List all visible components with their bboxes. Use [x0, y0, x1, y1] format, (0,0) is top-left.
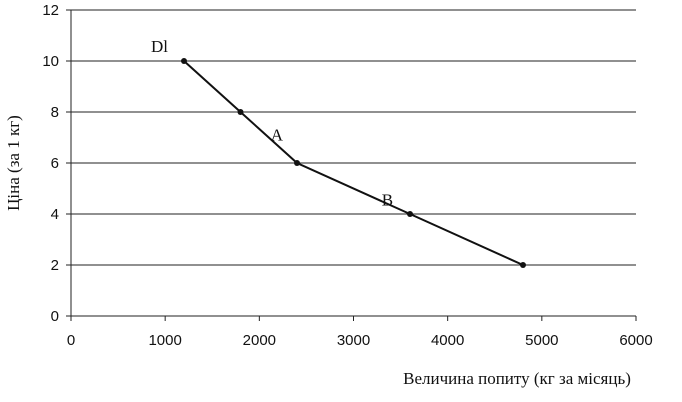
- x-axis-ticks: 0 1000 2000 3000 4000 5000 6000: [67, 316, 653, 349]
- x-tick-label: 2000: [243, 332, 276, 349]
- x-tick-label: 4000: [431, 332, 464, 349]
- gridlines: [71, 9, 636, 266]
- y-tick-label: 4: [51, 206, 59, 223]
- x-tick-label: 5000: [525, 332, 558, 349]
- y-axis-ticks: 0 2 4 6 8 10 12: [42, 2, 71, 325]
- y-tick-label: 8: [51, 104, 59, 121]
- y-tick-label: 6: [51, 155, 59, 172]
- data-point: [181, 58, 187, 64]
- data-point: [294, 160, 300, 166]
- x-tick-label: 1000: [148, 332, 181, 349]
- point-label: A: [271, 126, 284, 145]
- point-label: B: [382, 190, 393, 209]
- y-tick-label: 10: [42, 53, 59, 70]
- data-point: [520, 262, 526, 268]
- y-tick-label: 12: [42, 2, 59, 19]
- series-layer: [181, 58, 526, 268]
- x-tick-label: 6000: [619, 332, 652, 349]
- point-label: Dl: [151, 37, 168, 56]
- x-tick-label: 0: [67, 332, 75, 349]
- data-point: [407, 211, 413, 217]
- x-axis-label: Величина попиту (кг за місяць): [403, 369, 631, 388]
- y-axis-label: Ціна (за 1 кг): [4, 115, 23, 211]
- x-tick-label: 3000: [337, 332, 370, 349]
- annotations: Dl A B: [151, 37, 393, 209]
- y-tick-label: 0: [51, 308, 59, 325]
- data-point: [237, 109, 244, 115]
- y-tick-label: 2: [51, 257, 59, 274]
